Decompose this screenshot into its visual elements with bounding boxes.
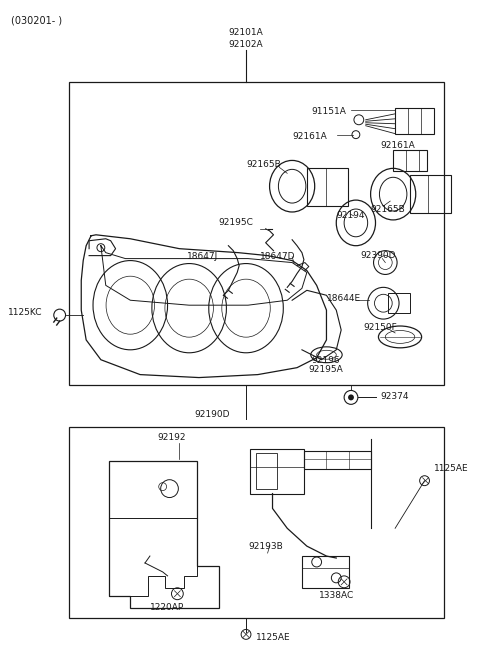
Text: 92101A: 92101A [228,28,264,37]
Bar [302,556,349,588]
Text: 92165B: 92165B [246,160,281,169]
Text: (030201- ): (030201- ) [11,16,62,26]
Text: 92195C: 92195C [218,218,253,227]
Text: 92102A: 92102A [229,40,264,49]
Text: 91151A: 91151A [312,107,347,117]
Text: 92374: 92374 [381,392,409,401]
Text: 92193B: 92193B [248,542,283,551]
Text: 1125KC: 1125KC [8,308,42,316]
Bar [410,176,451,213]
Text: 1125AE: 1125AE [434,464,469,474]
Bar [395,108,434,134]
Bar [307,168,348,206]
Text: 92195A: 92195A [309,365,344,374]
Text: 92390D: 92390D [361,251,396,260]
Text: 92190D: 92190D [194,410,229,419]
Text: 18644E: 18644E [326,293,360,303]
Text: 92194: 92194 [336,212,365,221]
Bar [304,451,371,469]
Text: 92192: 92192 [158,432,186,441]
Text: 1338AC: 1338AC [319,591,354,600]
Bar [256,453,277,489]
Bar [393,149,428,172]
Text: 92165B: 92165B [371,204,405,214]
Text: 92161A: 92161A [381,141,415,150]
Text: 92150F: 92150F [364,324,397,333]
Text: 1220AP: 1220AP [150,603,185,612]
Text: 92161A: 92161A [292,132,327,141]
Text: 92196: 92196 [312,356,340,365]
Text: 1125AE: 1125AE [256,633,290,642]
Bar [70,427,444,618]
Bar [388,293,410,313]
Text: 18647J: 18647J [187,252,218,261]
Bar [250,449,304,494]
Text: 18647D: 18647D [260,252,295,261]
Bar [70,82,444,384]
Circle shape [348,394,354,400]
